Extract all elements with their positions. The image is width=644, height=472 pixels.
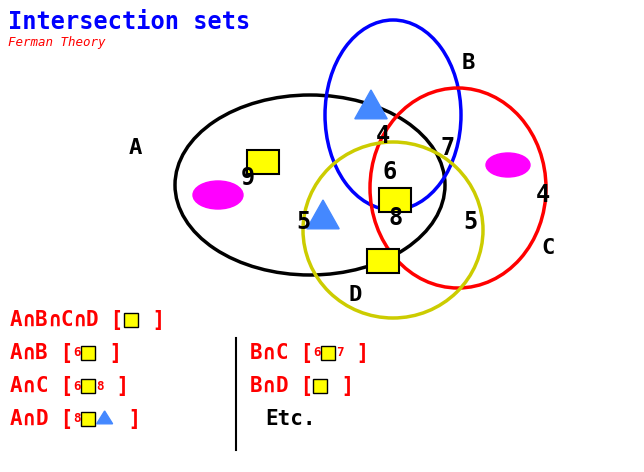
Text: ]: ] — [329, 376, 354, 396]
Bar — [321, 346, 335, 360]
Polygon shape — [307, 200, 339, 229]
Text: 9: 9 — [241, 166, 255, 190]
Bar — [247, 150, 279, 174]
Text: ]: ] — [344, 343, 370, 363]
Text: D: D — [86, 310, 99, 330]
Text: 4: 4 — [536, 183, 550, 207]
Text: Ferman Theory: Ferman Theory — [8, 36, 106, 49]
Text: D: D — [35, 409, 48, 429]
Text: [: [ — [48, 409, 73, 429]
Polygon shape — [97, 411, 113, 424]
Bar — [313, 379, 327, 393]
Text: C: C — [35, 376, 48, 396]
Text: B: B — [461, 53, 475, 73]
Ellipse shape — [486, 153, 530, 177]
Text: ∩: ∩ — [23, 409, 35, 429]
Text: A: A — [10, 310, 23, 330]
Text: 6: 6 — [73, 346, 80, 360]
Text: [: [ — [48, 376, 73, 396]
Text: Etc.: Etc. — [265, 409, 316, 429]
Text: B: B — [35, 343, 48, 363]
Text: ]: ] — [104, 376, 129, 396]
Text: ∩: ∩ — [263, 376, 275, 396]
Text: ∩: ∩ — [263, 343, 275, 363]
Text: ∩: ∩ — [48, 310, 61, 330]
Text: 8: 8 — [73, 413, 80, 425]
Text: ]: ] — [97, 343, 122, 363]
Text: A: A — [10, 376, 23, 396]
Text: Intersection sets: Intersection sets — [8, 10, 251, 34]
Text: [: [ — [288, 343, 313, 363]
Text: 7: 7 — [441, 136, 455, 160]
Text: 6: 6 — [73, 379, 80, 393]
Bar — [367, 249, 399, 273]
Text: [: [ — [99, 310, 124, 330]
Bar — [80, 379, 95, 393]
Text: D: D — [348, 285, 362, 305]
Text: D: D — [275, 376, 288, 396]
Text: A: A — [10, 343, 23, 363]
Text: 8: 8 — [389, 206, 403, 230]
Text: ∩: ∩ — [23, 343, 35, 363]
Text: C: C — [61, 310, 73, 330]
Text: ∩: ∩ — [23, 376, 35, 396]
Text: 5: 5 — [296, 210, 310, 234]
Text: 6: 6 — [383, 160, 397, 184]
Bar — [379, 188, 411, 212]
Ellipse shape — [193, 181, 243, 209]
Bar — [124, 313, 138, 327]
Text: [: [ — [48, 343, 73, 363]
Text: A: A — [128, 138, 142, 158]
Text: ]: ] — [116, 409, 141, 429]
Text: C: C — [275, 343, 288, 363]
Text: ∩: ∩ — [23, 310, 35, 330]
Text: B: B — [250, 376, 263, 396]
Bar — [80, 412, 95, 426]
Text: 7: 7 — [337, 346, 344, 360]
Text: ]: ] — [140, 310, 165, 330]
Text: 5: 5 — [463, 210, 477, 234]
Text: [: [ — [288, 376, 313, 396]
Text: 4: 4 — [376, 124, 390, 148]
Text: A: A — [10, 409, 23, 429]
Text: 8: 8 — [97, 379, 104, 393]
Text: B: B — [35, 310, 48, 330]
Polygon shape — [355, 90, 387, 119]
Text: B: B — [250, 343, 263, 363]
Text: ∩: ∩ — [73, 310, 86, 330]
Text: C: C — [542, 238, 554, 258]
Bar — [80, 346, 95, 360]
Text: 6: 6 — [313, 346, 321, 360]
